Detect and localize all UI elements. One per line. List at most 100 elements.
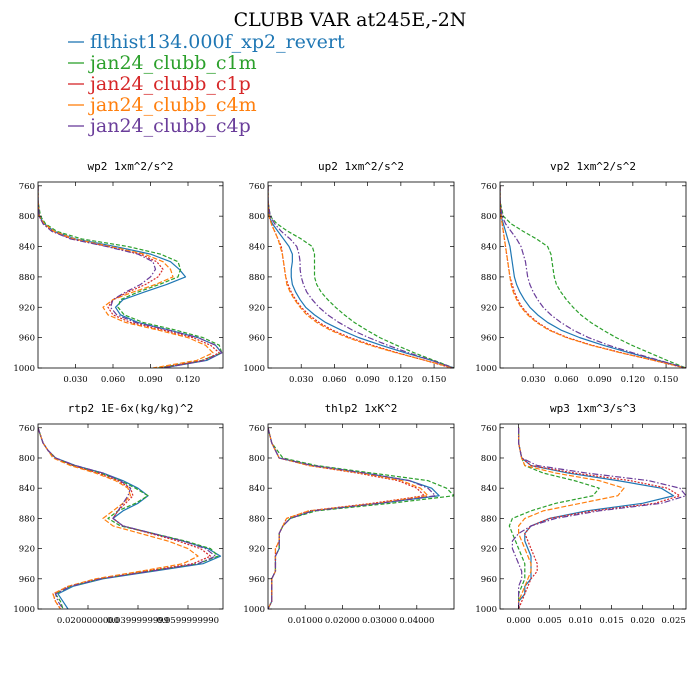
series-line-2-3 <box>500 185 686 368</box>
series-line-2-4 <box>500 185 686 368</box>
series-line-2-1 <box>500 185 686 368</box>
xtick-label-1-1: 0.060 <box>322 375 346 385</box>
panel-1: up2 1xm^2/s^2 760 800 840 880 920 960 1000 0.030… <box>243 160 455 385</box>
series-line-1-2 <box>268 185 452 368</box>
series-line-2-0 <box>500 185 686 368</box>
legend-label-4: jan24_clubb_c4p <box>88 115 251 137</box>
ytick-label-0-0: 760 <box>19 182 35 192</box>
panel-title-4: thlp2 1xK^2 <box>325 402 398 415</box>
ytick-label-1-4: 920 <box>249 303 265 313</box>
ytick-label-3-4: 920 <box>19 545 35 555</box>
series-line-5-3 <box>517 427 625 609</box>
ytick-label-0-4: 920 <box>19 303 35 313</box>
series-line-1-1 <box>268 185 454 368</box>
ytick-label-5-1: 800 <box>481 454 497 464</box>
series-line-5-2 <box>517 427 681 609</box>
panel-title-0: wp2 1xm^2/s^2 <box>87 160 173 173</box>
ytick-label-1-3: 880 <box>249 273 265 283</box>
series-line-1-4 <box>268 185 454 368</box>
xtick-label-1-2: 0.090 <box>355 375 379 385</box>
ytick-label-3-6: 1000 <box>13 605 35 615</box>
xtick-label-4-1: 0.02000 <box>325 616 360 626</box>
panel-3: rtp2 1E-6x(kg/kg)^2 760 800 840 880 920 960 100… <box>13 402 224 626</box>
ytick-label-2-4: 920 <box>481 303 497 313</box>
series-line-0-1 <box>38 185 223 368</box>
xtick-label-4-2: 0.03000 <box>362 616 397 626</box>
xtick-label-2-2: 0.090 <box>587 375 611 385</box>
panel-frame-1 <box>267 181 455 369</box>
xtick-label-0-3: 0.120 <box>176 375 200 385</box>
panel-frame-3 <box>37 423 224 610</box>
xtick-label-0-0: 0.030 <box>63 375 87 385</box>
ytick-label-3-2: 840 <box>19 484 35 494</box>
legend-label-2: jan24_clubb_c1p <box>88 73 251 95</box>
ytick-label-0-6: 1000 <box>13 364 35 374</box>
series-line-3-1 <box>38 427 219 609</box>
panels: wp2 1xm^2/s^2 760 800 840 880 920 960 1000 0.030… <box>13 160 687 626</box>
series-line-3-4 <box>38 427 217 609</box>
ytick-label-2-1: 800 <box>481 212 497 222</box>
xtick-label-1-3: 0.120 <box>389 375 413 385</box>
series-line-1-0 <box>268 185 454 368</box>
series-line-0-4 <box>38 185 223 368</box>
ytick-label-0-2: 840 <box>19 243 35 253</box>
xtick-label-5-2: 0.010 <box>568 616 592 626</box>
xtick-label-5-4: 0.020 <box>630 616 654 626</box>
xtick-label-5-3: 0.015 <box>599 616 623 626</box>
xtick-label-1-0: 0.030 <box>289 375 313 385</box>
series-line-5-1 <box>508 427 600 609</box>
xtick-label-5-1: 0.005 <box>537 616 561 626</box>
ytick-label-4-4: 920 <box>249 545 265 555</box>
ytick-label-5-2: 840 <box>481 484 497 494</box>
series-line-0-3 <box>38 185 214 368</box>
ytick-label-3-3: 880 <box>19 514 35 524</box>
ytick-label-3-0: 760 <box>19 424 35 434</box>
xtick-label-5-5: 0.025 <box>661 616 685 626</box>
ytick-label-3-1: 800 <box>19 454 35 464</box>
panel-frame-4 <box>267 423 455 610</box>
panel-0: wp2 1xm^2/s^2 760 800 840 880 920 960 1000 0.030… <box>13 160 224 385</box>
figure-title: CLUBB VAR at245E,-2N <box>234 9 467 31</box>
ytick-label-2-6: 1000 <box>475 364 497 374</box>
xtick-label-2-0: 0.030 <box>521 375 545 385</box>
panel-4: thlp2 1xK^2 760 800 840 880 920 960 1000 0.01000… <box>243 402 455 626</box>
series-line-5-4 <box>511 427 686 609</box>
ytick-label-1-1: 800 <box>249 212 265 222</box>
panel-5: wp3 1xm^3/s^3 760 800 840 880 920 960 1000 0.000… <box>475 402 687 626</box>
panel-frame-0 <box>37 181 224 369</box>
panel-frame-5 <box>499 423 687 610</box>
series-line-4-1 <box>268 427 454 609</box>
panel-5-lines <box>508 427 686 609</box>
ytick-label-3-5: 960 <box>19 575 35 585</box>
panel-title-1: up2 1xm^2/s^2 <box>318 160 404 173</box>
ytick-label-0-5: 960 <box>19 334 35 344</box>
panel-title-3: rtp2 1E-6x(kg/kg)^2 <box>68 402 194 415</box>
ytick-label-2-5: 960 <box>481 334 497 344</box>
ytick-label-2-2: 840 <box>481 243 497 253</box>
series-line-5-0 <box>517 427 675 609</box>
xtick-label-1-4: 0.150 <box>422 375 446 385</box>
ytick-label-4-3: 880 <box>249 514 265 524</box>
xtick-label-2-3: 0.120 <box>621 375 645 385</box>
xtick-label-3-0: 0.0200000000 <box>57 616 119 626</box>
panel-2-lines <box>500 185 686 368</box>
ytick-label-5-0: 760 <box>481 424 497 434</box>
ytick-label-1-2: 840 <box>249 243 265 253</box>
series-line-4-4 <box>268 427 436 609</box>
panel-1-lines <box>268 185 454 368</box>
ytick-label-4-2: 840 <box>249 484 265 494</box>
ytick-label-2-3: 880 <box>481 273 497 283</box>
ytick-label-5-5: 960 <box>481 575 497 585</box>
xtick-label-2-1: 0.060 <box>554 375 578 385</box>
series-line-0-2 <box>38 185 220 368</box>
xtick-label-5-0: 0.000 <box>506 616 530 626</box>
xtick-label-2-4: 0.150 <box>654 375 678 385</box>
legend-label-1: jan24_clubb_c1m <box>88 52 257 74</box>
series-line-3-0 <box>38 427 222 609</box>
ytick-label-4-6: 1000 <box>243 605 265 615</box>
panel-0-lines <box>38 185 223 368</box>
ytick-label-5-4: 920 <box>481 545 497 555</box>
legend-label-0: flthist134.000f_xp2_revert <box>90 31 345 53</box>
panel-frame-2 <box>499 181 687 369</box>
